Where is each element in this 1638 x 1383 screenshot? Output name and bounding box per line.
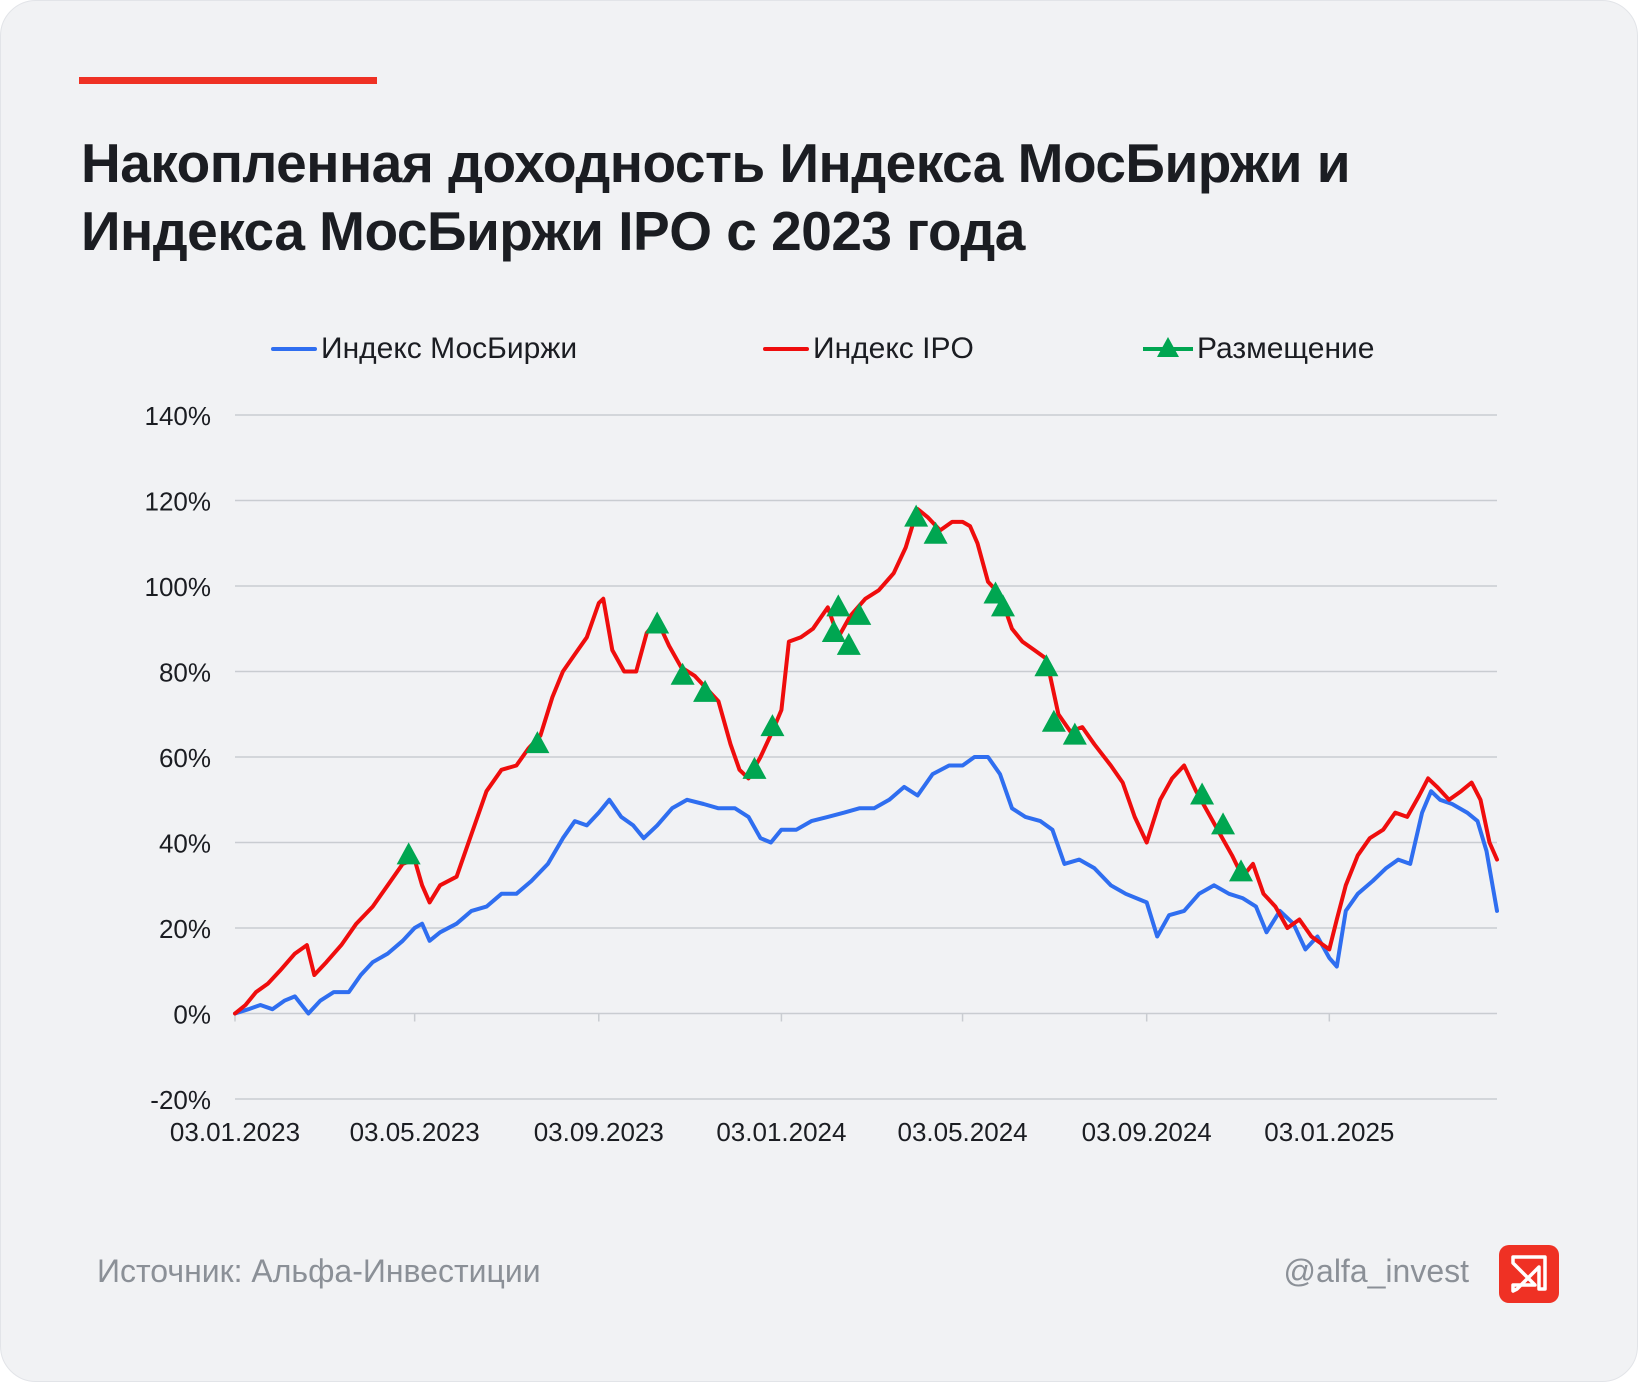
social-handle[interactable]: @alfa_invest	[1283, 1253, 1469, 1289]
legend-item-listing: Размещение	[1143, 329, 1374, 369]
listing-marker	[693, 679, 718, 702]
listing-marker	[1041, 709, 1066, 732]
series-line-moex	[233, 755, 1499, 1016]
listing-marker	[670, 662, 695, 685]
listing-marker	[826, 594, 851, 617]
listing-marker	[525, 731, 550, 754]
listing-marker	[904, 504, 929, 527]
y-tick-label: 100%	[145, 572, 212, 602]
x-tick-label: 03.09.2024	[1082, 1117, 1212, 1147]
legend-label-moex: Индекс МосБиржи	[321, 332, 578, 365]
accent-bar	[79, 77, 377, 84]
alfa-invest-logo-icon[interactable]	[1499, 1245, 1559, 1303]
y-tick-label: 140%	[145, 401, 212, 431]
listing-marker	[1062, 722, 1087, 745]
y-tick-label: 40%	[159, 829, 211, 859]
listing-marker	[645, 611, 670, 634]
legend-line-ipo	[763, 347, 809, 351]
legend-line-moex	[271, 347, 317, 351]
x-tick-label: 03.05.2023	[350, 1117, 480, 1147]
y-tick-label: 120%	[145, 487, 212, 517]
listing-marker	[1229, 859, 1254, 882]
legend-label-listing: Размещение	[1197, 332, 1375, 365]
listing-marker	[1034, 654, 1059, 677]
legend-item-moex: Индекс МосБиржи	[271, 329, 577, 369]
source-note: Источник: Альфа-Инвестиции	[97, 1253, 541, 1289]
y-tick-label: 60%	[159, 743, 211, 773]
x-tick-label: 03.05.2024	[897, 1117, 1027, 1147]
chart-title: Накопленная доходность Индекса МосБиржи …	[81, 132, 1351, 262]
y-tick-label: 0%	[173, 1000, 211, 1030]
legend-label-ipo: Индекс IPO	[813, 332, 974, 365]
x-tick-label: 03.01.2023	[170, 1117, 300, 1147]
listing-marker	[923, 521, 948, 544]
listing-marker	[847, 602, 872, 625]
listing-marker	[742, 756, 767, 779]
y-tick-label: -20%	[150, 1085, 211, 1115]
legend-item-ipo: Индекс IPO	[763, 329, 974, 369]
x-tick-label: 03.09.2023	[534, 1117, 664, 1147]
x-tick-label: 03.01.2024	[716, 1117, 846, 1147]
listing-marker	[821, 620, 846, 643]
x-tick-label: 03.01.2025	[1264, 1117, 1394, 1147]
series-line-ipo	[233, 507, 1499, 1016]
y-tick-label: 20%	[159, 914, 211, 944]
listing-marker	[760, 714, 785, 737]
listing-marker	[990, 594, 1015, 617]
chart-legend: Индекс МосБиржи Индекс IPO Размещение	[1, 329, 1638, 373]
listing-marker	[396, 842, 421, 865]
y-tick-label: 80%	[159, 658, 211, 688]
listing-marker	[836, 632, 861, 655]
listing-marker	[1190, 782, 1215, 805]
legend-marker-listing-icon	[1143, 337, 1193, 361]
listing-marker	[1211, 812, 1236, 835]
